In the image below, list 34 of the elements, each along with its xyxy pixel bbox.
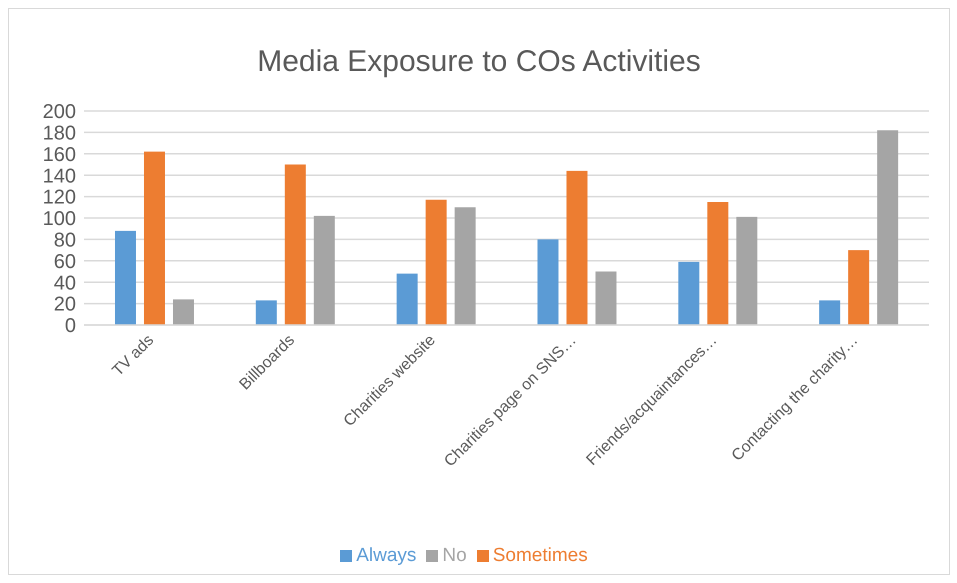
bar — [454, 207, 476, 325]
y-tick-label: 120 — [42, 186, 76, 209]
bar — [256, 300, 277, 325]
chart-title: Media Exposure to COs Activities — [256, 44, 702, 80]
legend-label: Always — [356, 545, 416, 566]
bar — [396, 274, 418, 325]
x-tick-label: TV ads — [109, 332, 158, 380]
bar — [284, 164, 306, 325]
y-tick-label: 180 — [42, 122, 76, 144]
bar — [877, 130, 898, 325]
y-tick-label: 40 — [54, 272, 76, 294]
bar — [566, 170, 588, 325]
bar — [537, 239, 558, 325]
legend-label: No — [442, 545, 467, 566]
bar — [144, 152, 165, 325]
bar — [314, 216, 335, 325]
y-tick-label: 100 — [42, 208, 76, 230]
bar — [172, 299, 194, 325]
y-tick-label: 60 — [54, 250, 76, 273]
y-tick-label: 20 — [54, 294, 76, 316]
bar — [595, 272, 616, 325]
bar — [707, 202, 728, 325]
bar — [736, 216, 758, 325]
bar — [678, 262, 700, 325]
legend-label: Sometimes — [492, 545, 588, 566]
bar — [848, 250, 870, 325]
y-tick-label: 200 — [42, 101, 76, 124]
y-tick-label: 140 — [42, 165, 76, 188]
y-tick-label: 80 — [54, 230, 76, 252]
bar — [819, 300, 840, 325]
y-tick-label: 160 — [42, 144, 76, 166]
y-tick-label: 0 — [64, 315, 76, 338]
bar — [114, 230, 136, 325]
bar — [426, 200, 447, 325]
